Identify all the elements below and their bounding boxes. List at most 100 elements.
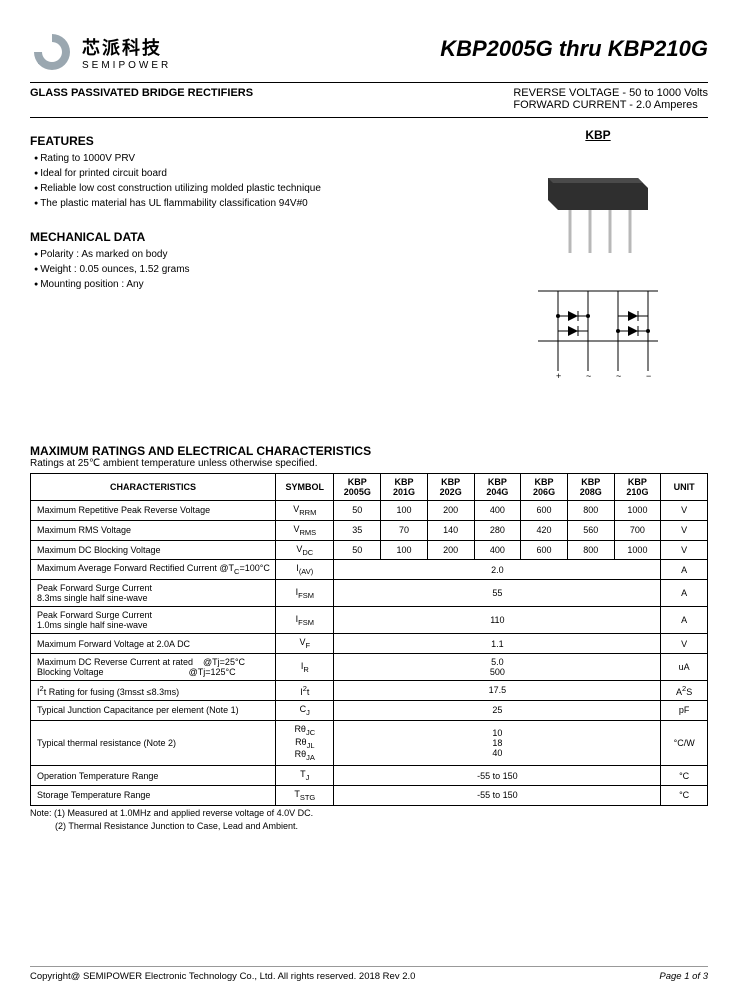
logo: 芯派科技 SEMIPOWER: [30, 30, 171, 74]
table-header: KBP204G: [474, 474, 521, 501]
unit-cell: °C: [661, 785, 708, 805]
value-cell: -55 to 150: [334, 766, 661, 786]
ratings-subtitle: Ratings at 25℃ ambient temperature unles…: [30, 458, 708, 469]
header: 芯派科技 SEMIPOWER KBP2005G thru KBP210G: [30, 30, 708, 74]
list-item: Mounting position : Any: [34, 278, 468, 291]
features-heading: FEATURES: [30, 134, 468, 148]
char-cell: Operation Temperature Range: [31, 766, 276, 786]
table-row: Maximum Repetitive Peak Reverse VoltageV…: [31, 501, 708, 521]
divider: [30, 82, 708, 83]
value-cell: 17.5: [334, 680, 661, 700]
char-cell: Peak Forward Surge Current1.0ms single h…: [31, 607, 276, 634]
forward-current: FORWARD CURRENT - 2.0 Amperes: [513, 99, 708, 111]
value-cell: 140: [427, 520, 474, 540]
value-cell: 1000: [614, 540, 661, 560]
symbol-cell: VRRM: [276, 501, 334, 521]
symbol-cell: VRMS: [276, 520, 334, 540]
footer: Copyright@ SEMIPOWER Electronic Technolo…: [30, 966, 708, 982]
symbol-cell: TJ: [276, 766, 334, 786]
symbol-cell: VF: [276, 634, 334, 654]
reverse-voltage: REVERSE VOLTAGE - 50 to 1000 Volts: [513, 87, 708, 99]
left-column: FEATURES Rating to 1000V PRV Ideal for pr…: [30, 128, 468, 384]
note-2: (2) Thermal Resistance Junction to Case,…: [30, 821, 708, 833]
value-cell: 280: [474, 520, 521, 540]
symbol-cell: RθJCRθJLRθJA: [276, 720, 334, 765]
table-row: Peak Forward Surge Current1.0ms single h…: [31, 607, 708, 634]
value-cell: 5.0500: [334, 653, 661, 680]
table-header: KBP201G: [381, 474, 428, 501]
table-header: CHARACTERISTICS: [31, 474, 276, 501]
page-number: Page 1 of 3: [659, 971, 708, 982]
char-cell: Maximum Forward Voltage at 2.0A DC: [31, 634, 276, 654]
table-row: Peak Forward Surge Current8.3ms single h…: [31, 580, 708, 607]
list-item: Reliable low cost construction utilizing…: [34, 182, 468, 195]
char-cell: Maximum DC Reverse Current at rated @Tj=…: [31, 653, 276, 680]
value-cell: 50: [334, 501, 381, 521]
note-1: Note: (1) Measured at 1.0MHz and applied…: [30, 808, 708, 820]
unit-cell: A: [661, 607, 708, 634]
value-cell: 700: [614, 520, 661, 540]
value-cell: 2.0: [334, 560, 661, 580]
copyright: Copyright@ SEMIPOWER Electronic Technolo…: [30, 971, 415, 982]
symbol-cell: VDC: [276, 540, 334, 560]
table-row: I2t Rating for fusing (3ms≤t ≤8.3ms)I2t1…: [31, 680, 708, 700]
table-header: SYMBOL: [276, 474, 334, 501]
unit-cell: V: [661, 540, 708, 560]
body: FEATURES Rating to 1000V PRV Ideal for pr…: [30, 128, 708, 384]
logo-english: SEMIPOWER: [82, 60, 171, 71]
value-cell: 55: [334, 580, 661, 607]
specs-summary: REVERSE VOLTAGE - 50 to 1000 Volts FORWA…: [513, 87, 708, 111]
features-list: Rating to 1000V PRV Ideal for printed cir…: [30, 152, 468, 210]
ratings-table: CHARACTERISTICSSYMBOLKBP2005GKBP201GKBP2…: [30, 473, 708, 806]
divider: [30, 117, 708, 118]
table-header: KBP208G: [567, 474, 614, 501]
value-cell: 800: [567, 501, 614, 521]
char-cell: Maximum DC Blocking Voltage: [31, 540, 276, 560]
value-cell: 100: [381, 501, 428, 521]
svg-text:~: ~: [616, 371, 621, 381]
char-cell: I2t Rating for fusing (3ms≤t ≤8.3ms): [31, 680, 276, 700]
value-cell: 1000: [614, 501, 661, 521]
package-image: [528, 148, 668, 258]
value-cell: 101840: [334, 720, 661, 765]
mechanical-heading: MECHANICAL DATA: [30, 230, 468, 244]
symbol-cell: IFSM: [276, 607, 334, 634]
unit-cell: °C: [661, 766, 708, 786]
table-header: KBP202G: [427, 474, 474, 501]
table-header: UNIT: [661, 474, 708, 501]
unit-cell: V: [661, 634, 708, 654]
schematic-diagram: + ~ ~ −: [518, 271, 678, 381]
unit-cell: A: [661, 560, 708, 580]
char-cell: Typical Junction Capacitance per element…: [31, 700, 276, 720]
list-item: Ideal for printed circuit board: [34, 167, 468, 180]
value-cell: 200: [427, 540, 474, 560]
symbol-cell: IFSM: [276, 580, 334, 607]
value-cell: 25: [334, 700, 661, 720]
unit-cell: A: [661, 580, 708, 607]
value-cell: 560: [567, 520, 614, 540]
page-title: KBP2005G thru KBP210G: [440, 36, 708, 62]
right-column: KBP + ~: [488, 128, 708, 384]
list-item: Weight : 0.05 ounces, 1.52 grams: [34, 263, 468, 276]
char-cell: Maximum Repetitive Peak Reverse Voltage: [31, 501, 276, 521]
char-cell: Maximum RMS Voltage: [31, 520, 276, 540]
value-cell: 35: [334, 520, 381, 540]
char-cell: Storage Temperature Range: [31, 785, 276, 805]
unit-cell: A2S: [661, 680, 708, 700]
symbol-cell: I(AV): [276, 560, 334, 580]
symbol-cell: CJ: [276, 700, 334, 720]
table-row: Maximum Average Forward Rectified Curren…: [31, 560, 708, 580]
value-cell: 1.1: [334, 634, 661, 654]
table-row: Maximum RMS VoltageVRMS35701402804205607…: [31, 520, 708, 540]
value-cell: 400: [474, 540, 521, 560]
ratings-title: MAXIMUM RATINGS AND ELECTRICAL CHARACTER…: [30, 444, 708, 458]
unit-cell: V: [661, 501, 708, 521]
symbol-cell: I2t: [276, 680, 334, 700]
value-cell: 70: [381, 520, 428, 540]
table-header: KBP2005G: [334, 474, 381, 501]
list-item: Rating to 1000V PRV: [34, 152, 468, 165]
svg-text:−: −: [646, 371, 651, 381]
table-row: Maximum Forward Voltage at 2.0A DCVF1.1V: [31, 634, 708, 654]
char-cell: Maximum Average Forward Rectified Curren…: [31, 560, 276, 580]
value-cell: 110: [334, 607, 661, 634]
